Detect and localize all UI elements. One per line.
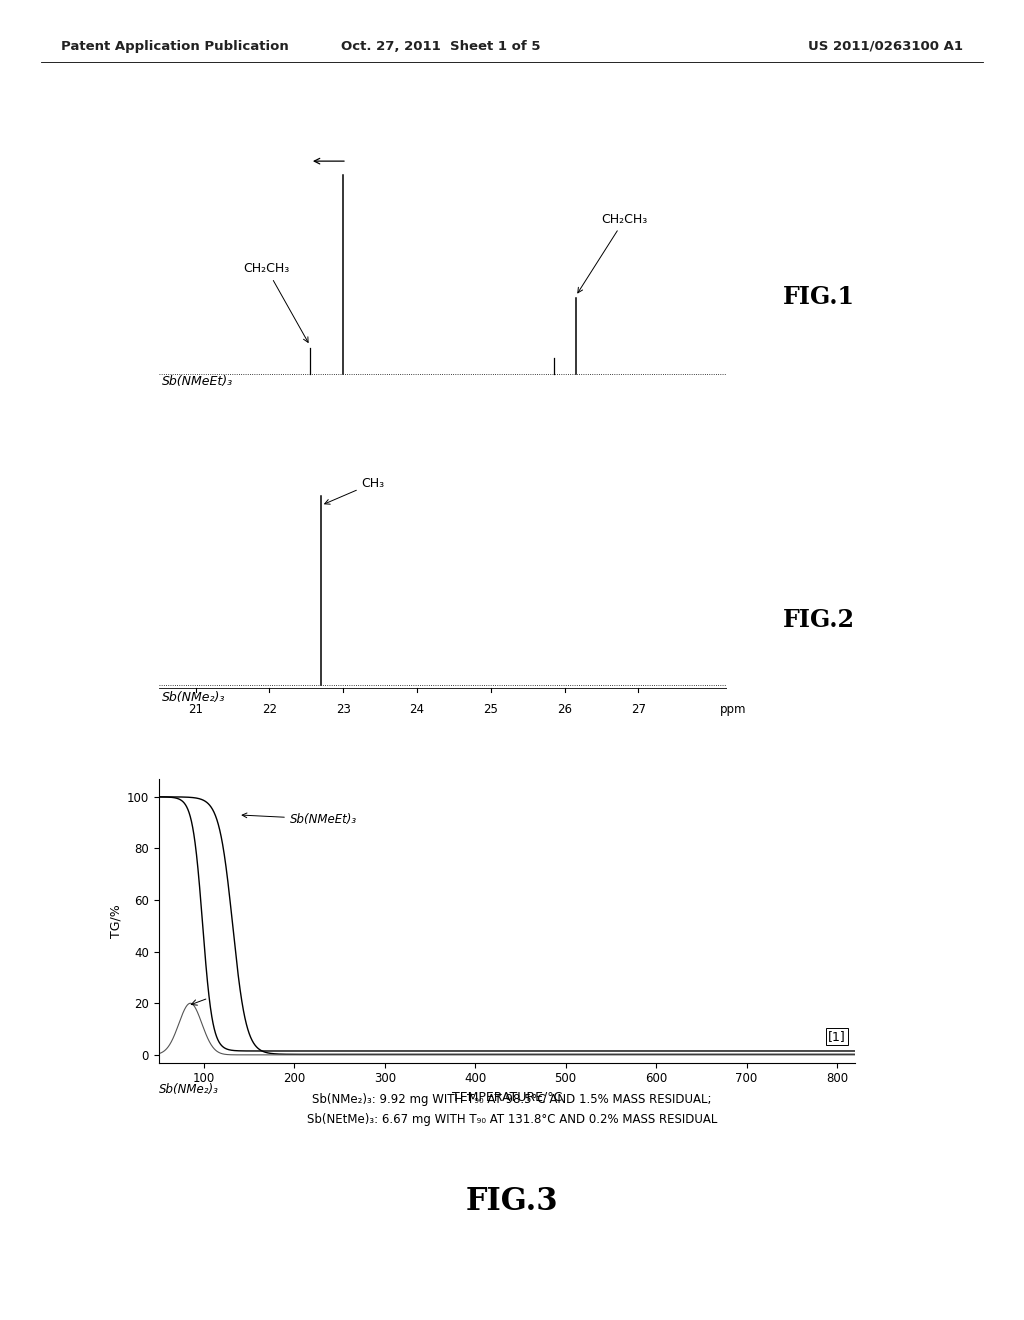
Text: US 2011/0263100 A1: US 2011/0263100 A1 bbox=[808, 40, 963, 53]
Text: FIG.2: FIG.2 bbox=[783, 609, 855, 632]
Text: Sb(NEtMe)₃: 6.67 mg WITH T₉₀ AT 131.8°C AND 0.2% MASS RESIDUAL: Sb(NEtMe)₃: 6.67 mg WITH T₉₀ AT 131.8°C … bbox=[307, 1113, 717, 1126]
Text: FIG.3: FIG.3 bbox=[466, 1185, 558, 1217]
Text: 21: 21 bbox=[188, 704, 203, 717]
X-axis label: TEMPERATURE/°C: TEMPERATURE/°C bbox=[452, 1090, 562, 1104]
Text: Sb(NMe₂)₃: Sb(NMe₂)₃ bbox=[159, 1084, 218, 1096]
Text: 25: 25 bbox=[483, 704, 499, 717]
Text: Oct. 27, 2011  Sheet 1 of 5: Oct. 27, 2011 Sheet 1 of 5 bbox=[341, 40, 540, 53]
Text: CH₂CH₃: CH₂CH₃ bbox=[578, 213, 648, 293]
Text: [1]: [1] bbox=[828, 1031, 846, 1043]
Text: Sb(NMe₂)₃: 9.92 mg WITH T₉₀ AT 98.5°C AND 1.5% MASS RESIDUAL;: Sb(NMe₂)₃: 9.92 mg WITH T₉₀ AT 98.5°C AN… bbox=[312, 1093, 712, 1106]
Text: CH₂CH₃: CH₂CH₃ bbox=[244, 263, 308, 342]
Text: FIG.1: FIG.1 bbox=[783, 285, 855, 309]
Text: ppm: ppm bbox=[720, 704, 746, 717]
Text: 24: 24 bbox=[410, 704, 425, 717]
Text: 22: 22 bbox=[262, 704, 276, 717]
Text: 23: 23 bbox=[336, 704, 350, 717]
Text: 27: 27 bbox=[631, 704, 646, 717]
Text: Sb(NMe₂)₃: Sb(NMe₂)₃ bbox=[163, 692, 225, 704]
Text: Patent Application Publication: Patent Application Publication bbox=[61, 40, 289, 53]
Y-axis label: TG/%: TG/% bbox=[110, 904, 123, 937]
Text: Sb(NMeEt)₃: Sb(NMeEt)₃ bbox=[242, 813, 357, 826]
Text: Sb(NMeEt)₃: Sb(NMeEt)₃ bbox=[163, 375, 233, 388]
Text: CH₃: CH₃ bbox=[325, 477, 385, 504]
Text: 26: 26 bbox=[557, 704, 572, 717]
